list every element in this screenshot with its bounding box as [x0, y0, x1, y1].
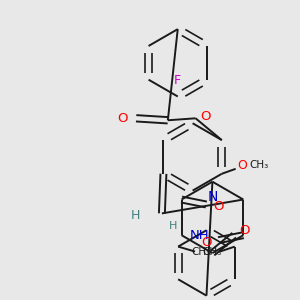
Text: NH: NH: [190, 229, 209, 242]
Text: O: O: [239, 224, 250, 237]
Text: F: F: [174, 74, 181, 87]
Text: O: O: [200, 110, 211, 123]
Text: CH₃: CH₃: [250, 160, 269, 170]
Text: H: H: [131, 209, 140, 222]
Text: O: O: [118, 112, 128, 125]
Text: CH₃: CH₃: [192, 247, 211, 256]
Text: H: H: [169, 221, 178, 231]
Text: O: O: [201, 236, 211, 249]
Text: N: N: [207, 190, 218, 204]
Text: O: O: [238, 159, 248, 172]
Text: O: O: [213, 200, 224, 213]
Text: CH₃: CH₃: [202, 247, 221, 256]
